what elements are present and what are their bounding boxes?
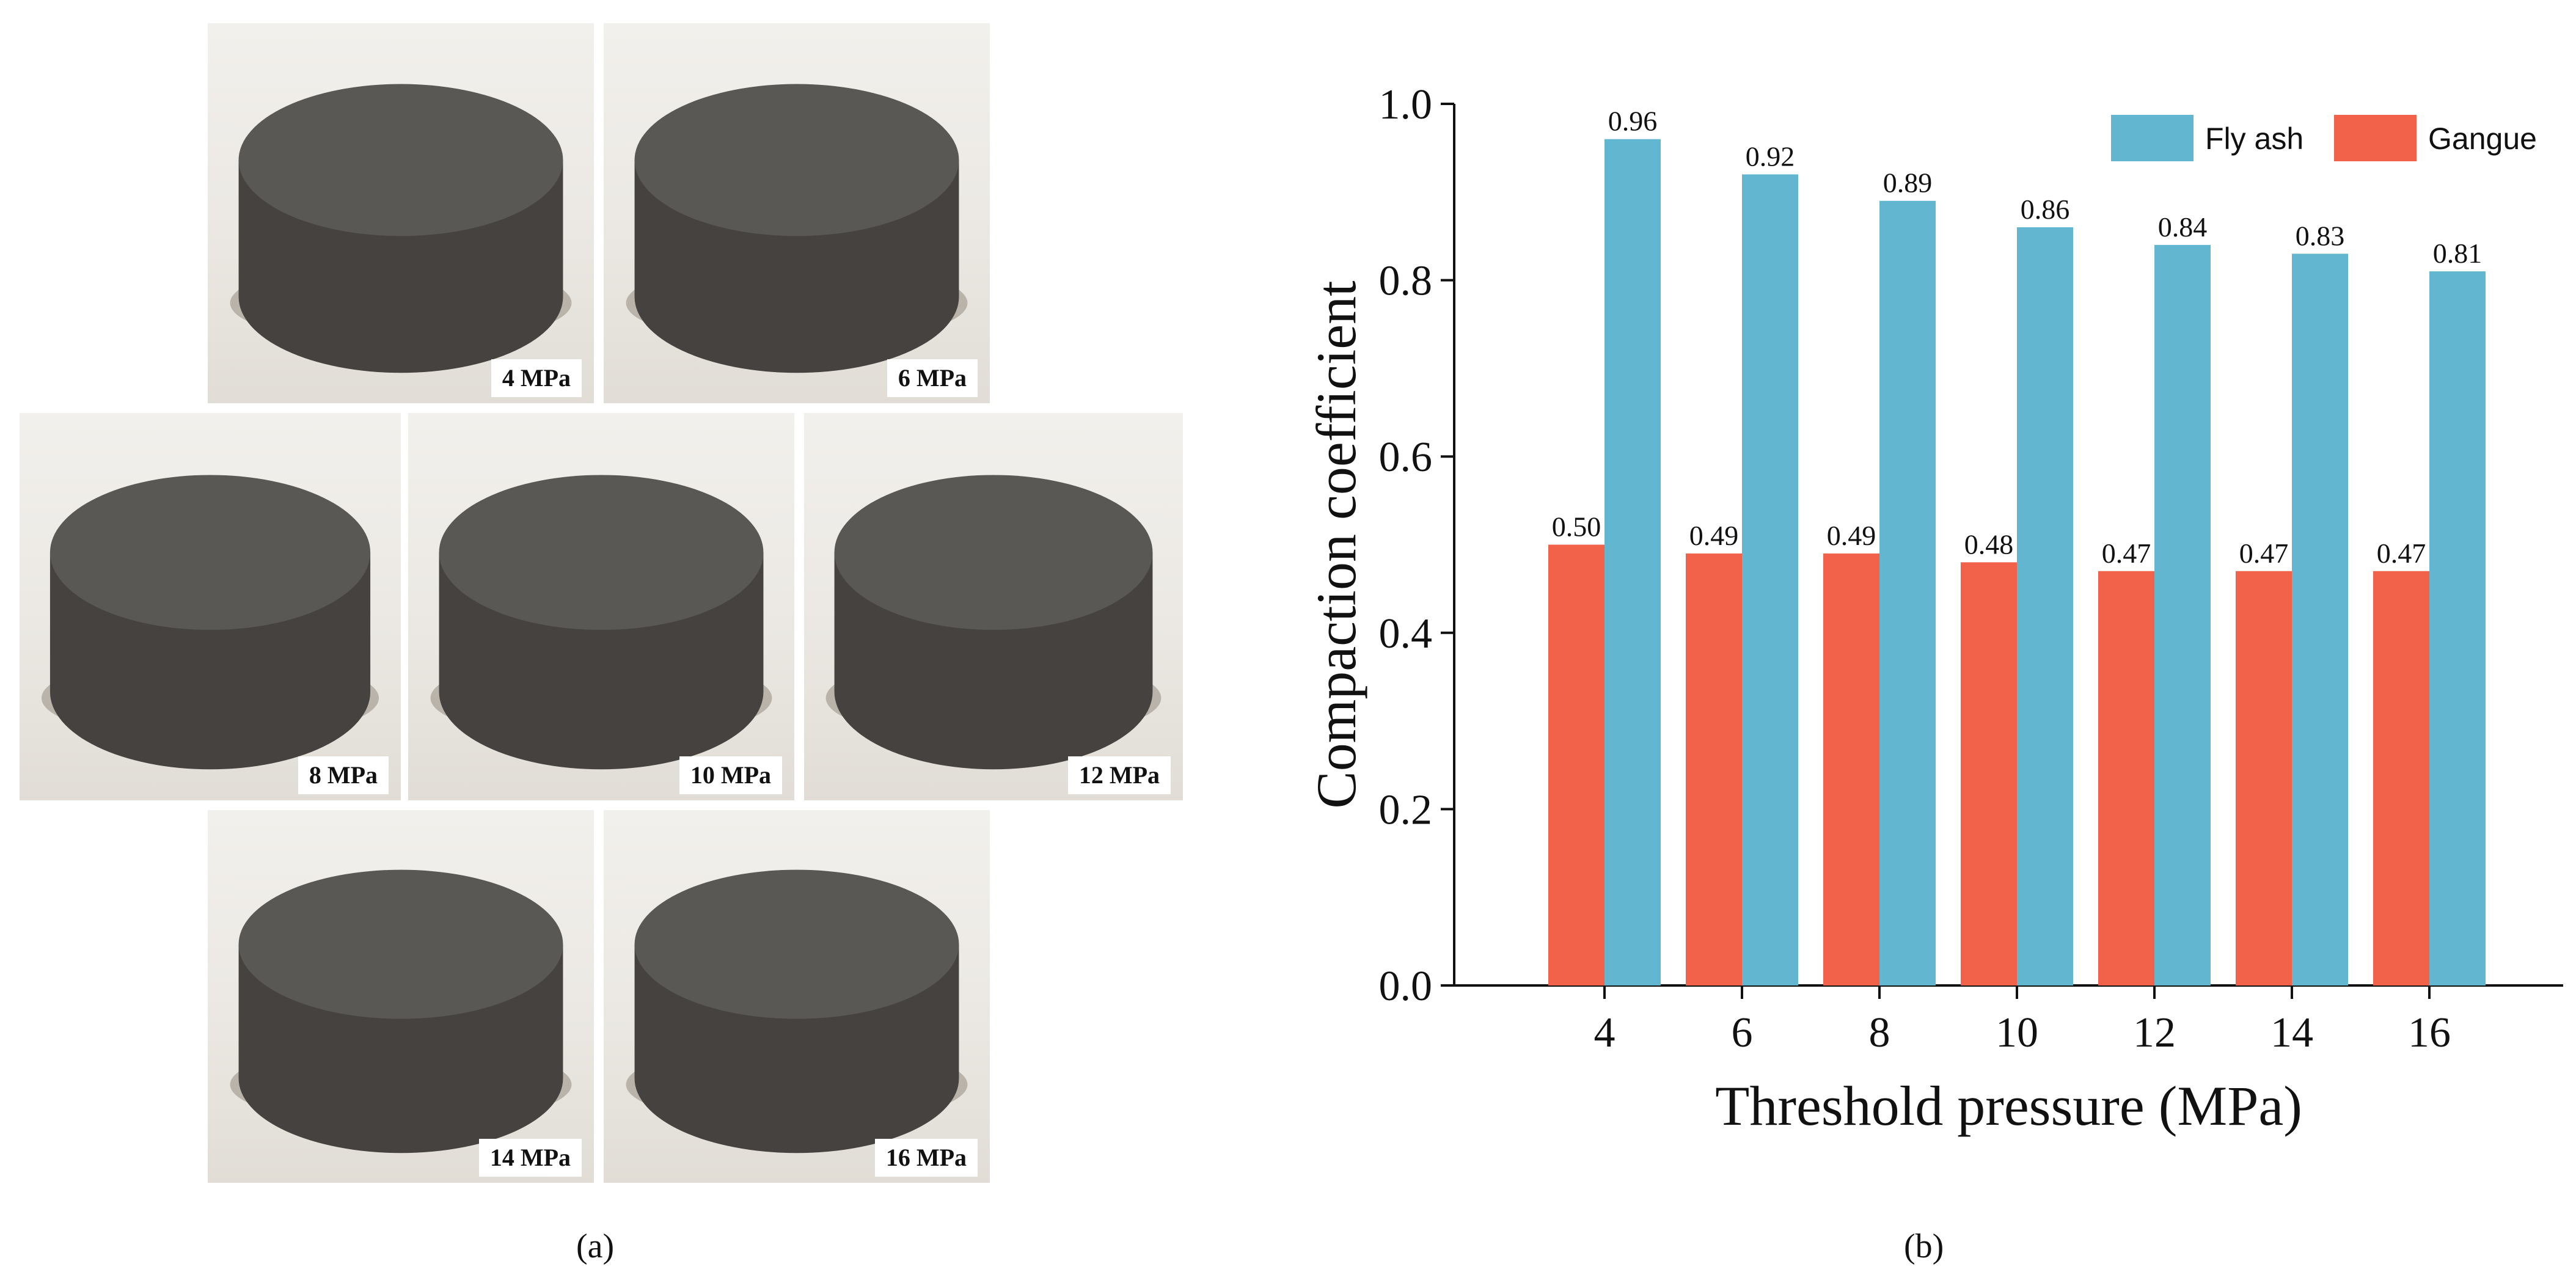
- photo-label: 8 MPa: [298, 756, 389, 794]
- legend-swatch: [2334, 115, 2417, 161]
- photo-label: 10 MPa: [679, 756, 782, 794]
- x-tick-label: 16: [2408, 1009, 2451, 1056]
- bar-gangue: [2236, 571, 2292, 985]
- y-tick-label: 0.8: [1379, 258, 1433, 305]
- x-tick-label: 8: [1869, 1009, 1890, 1056]
- specimen-disc: [230, 869, 572, 1153]
- data-label-fly-ash: 0.81: [2433, 238, 2483, 269]
- photo-label: 16 MPa: [874, 1139, 978, 1177]
- panel-caption-b: (b): [1904, 1227, 1944, 1265]
- bar-fly-ash: [1742, 174, 1798, 986]
- data-label-gangue: 0.47: [2377, 538, 2426, 569]
- bar-fly-ash: [2017, 227, 2073, 985]
- data-label-gangue: 0.49: [1827, 520, 1876, 551]
- specimen-disc: [626, 84, 968, 373]
- data-label-gangue: 0.49: [1689, 520, 1739, 551]
- data-label-gangue: 0.47: [2239, 538, 2289, 569]
- specimen-photo: 6 MPa: [604, 23, 990, 403]
- bar-fly-ash: [2292, 254, 2348, 985]
- data-label-fly-ash: 0.96: [1608, 106, 1658, 137]
- chart-bars: [1548, 139, 2486, 986]
- specimen-disc: [230, 84, 572, 373]
- specimen-disc: [626, 869, 968, 1153]
- x-tick-label: 4: [1594, 1009, 1615, 1056]
- specimen-photo: 4 MPa: [208, 23, 594, 403]
- data-label-fly-ash: 0.92: [1746, 141, 1795, 172]
- y-tick-label: 0.2: [1379, 786, 1433, 833]
- specimen-photo: 14 MPa: [208, 810, 594, 1183]
- bar-gangue: [1686, 553, 1742, 985]
- y-tick-label: 0.4: [1379, 610, 1433, 657]
- specimen-disc: [430, 475, 772, 770]
- y-tick-label: 0.6: [1379, 434, 1433, 481]
- data-label-fly-ash: 0.83: [2296, 220, 2345, 251]
- data-label-fly-ash: 0.86: [2021, 194, 2070, 225]
- bar-gangue: [1961, 562, 2017, 985]
- bar-gangue: [2098, 571, 2154, 985]
- bar-gangue: [1823, 553, 1879, 985]
- y-axis-title: Compaction coefficient: [1305, 280, 1367, 809]
- data-label-fly-ash: 0.84: [2158, 211, 2208, 243]
- photo-label: 4 MPa: [491, 359, 582, 397]
- chart-data-labels: 0.50 0.96 0.49 0.92 0.49 0.89 0.48 0.86 0.47 0.84…: [1552, 106, 2483, 569]
- specimen-disc: [41, 475, 379, 770]
- x-axis-title: Threshold pressure (MPa): [1715, 1075, 2302, 1137]
- chart-legend: Fly ash Gangue: [2111, 115, 2537, 161]
- specimen-disc: [825, 475, 1162, 770]
- legend-label: Gangue: [2428, 122, 2537, 156]
- specimen-photo: 8 MPa: [20, 413, 401, 800]
- compaction-bar-chart: 0.0 0.2 0.4 0.6 0.8 1.0 4 6 8 10 12 14 16 Threshold p…: [1305, 81, 2563, 1137]
- x-tick-label: 12: [2133, 1009, 2176, 1056]
- data-label-gangue: 0.48: [1964, 528, 2014, 560]
- legend-swatch: [2111, 115, 2194, 161]
- bar-fly-ash: [2429, 271, 2486, 985]
- specimen-photo: 10 MPa: [408, 413, 794, 800]
- bar-gangue: [2373, 571, 2429, 985]
- y-tick-label: 1.0: [1379, 81, 1433, 128]
- bar-gangue: [1548, 544, 1605, 985]
- x-tick-label: 10: [1996, 1009, 2038, 1056]
- photo-label: 14 MPa: [478, 1139, 582, 1177]
- data-label-fly-ash: 0.89: [1883, 167, 1933, 199]
- panel-caption-a: (a): [576, 1227, 615, 1265]
- specimen-photo: 12 MPa: [804, 413, 1183, 800]
- bar-fly-ash: [1879, 200, 1936, 985]
- data-label-gangue: 0.47: [2102, 538, 2151, 569]
- x-tick-label: 14: [2270, 1009, 2313, 1056]
- bar-fly-ash: [2154, 244, 2211, 985]
- specimen-photo: 16 MPa: [604, 810, 990, 1183]
- bar-fly-ash: [1605, 139, 1661, 986]
- photo-label: 6 MPa: [887, 359, 978, 397]
- photo-label: 12 MPa: [1067, 756, 1171, 794]
- legend-label: Fly ash: [2205, 122, 2303, 156]
- y-tick-label: 0.0: [1379, 963, 1433, 1010]
- chart-axes: 0.0 0.2 0.4 0.6 0.8 1.0 4 6 8 10 12 14 16 Threshold p…: [1305, 81, 2563, 1137]
- data-label-gangue: 0.50: [1552, 511, 1601, 543]
- x-tick-label: 6: [1732, 1009, 1753, 1056]
